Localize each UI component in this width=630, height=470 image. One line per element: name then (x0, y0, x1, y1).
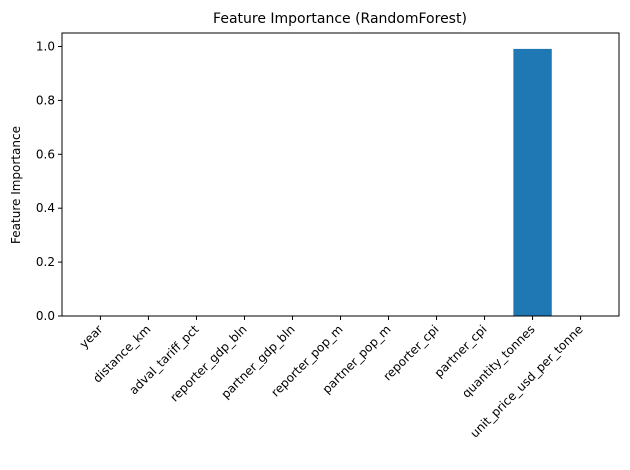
plot-frame (61, 32, 620, 317)
x-axis-ticks: yeardistance_kmadval_tariff_pctreporter_… (77, 316, 586, 440)
chart-title: Feature Importance (RandomForest) (213, 11, 467, 27)
y-tick-label: 0.6 (36, 147, 55, 161)
y-tick-label: 0.4 (36, 201, 55, 215)
y-tick-label: 1.0 (36, 39, 55, 53)
y-axis-ticks: 0.0 0.2 0.4 0.6 0.8 1.0 (36, 39, 62, 323)
y-axis-label: Feature Importance (9, 126, 23, 244)
y-tick-label: 0.2 (36, 255, 55, 269)
y-tick-label: 0.0 (36, 309, 55, 323)
bar-quantity-tonnes (513, 48, 552, 316)
bars-group (513, 48, 552, 316)
x-tick-label: year (77, 322, 106, 351)
y-tick-label: 0.8 (36, 93, 55, 107)
